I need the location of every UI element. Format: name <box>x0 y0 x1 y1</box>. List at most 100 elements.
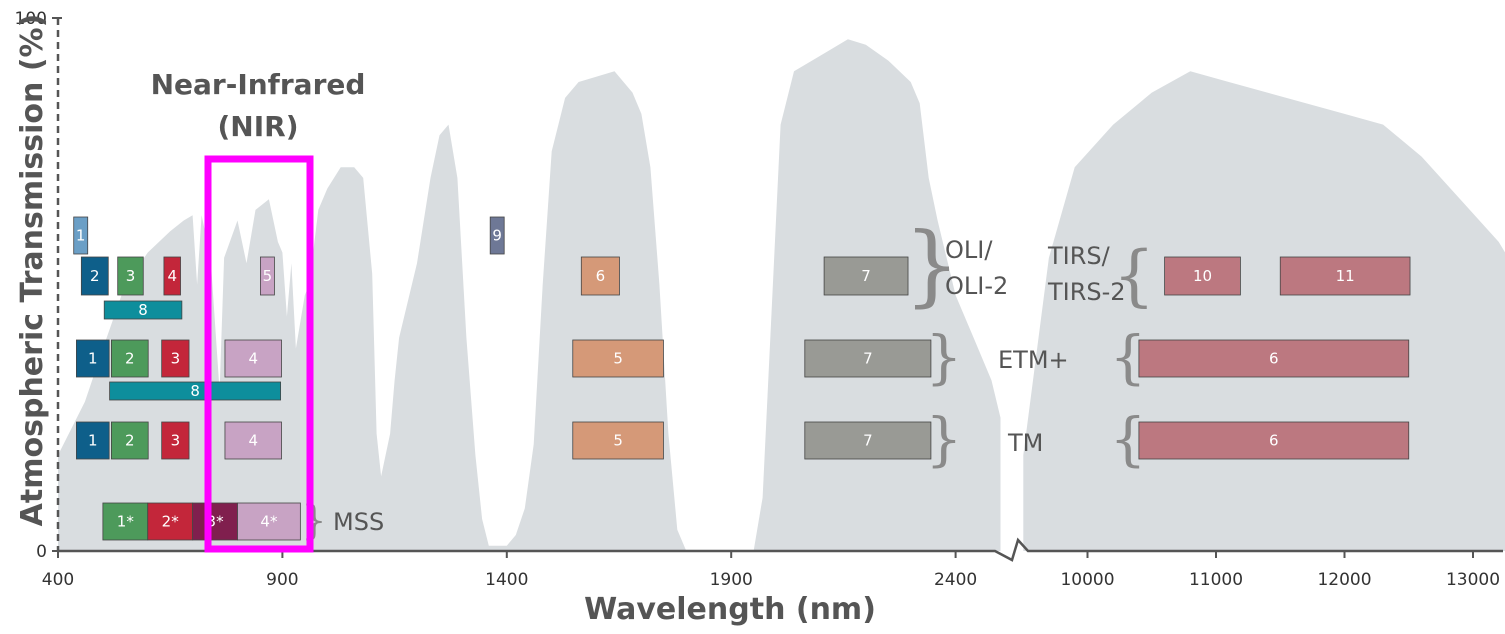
x-axis-title: Wavelength (nm) <box>584 592 876 627</box>
band-rect <box>192 502 238 541</box>
x-tick-label: 10000 <box>1060 570 1114 590</box>
tirs-tirs-2-band-11: 11 <box>1279 256 1411 296</box>
mss-brace: } <box>301 498 326 544</box>
tm-band-7: 7 <box>804 421 932 460</box>
x-tick-label: 1900 <box>710 570 753 590</box>
band-rect <box>103 300 183 320</box>
tirs-label: TIRS/ <box>1047 242 1111 270</box>
tm-brace: } <box>926 405 963 473</box>
band-rect <box>109 381 282 401</box>
tm-band-4: 4 <box>224 421 282 460</box>
etm-brace: } <box>926 323 963 391</box>
band-label: 11 <box>1336 267 1355 285</box>
band-label: 9 <box>492 227 502 245</box>
x-tick-label: 12000 <box>1317 570 1371 590</box>
band-label: 2 <box>90 267 100 285</box>
x-tick-label: 400 <box>42 570 74 590</box>
band-rect <box>572 421 664 460</box>
mss-band-4star: 4* <box>237 502 301 541</box>
band-rect <box>1138 339 1410 378</box>
tirs-brace: { <box>1113 237 1155 314</box>
axes: 100 0 400 900 1400 1900 2400 10000 11000 12000 130… <box>15 9 1503 590</box>
mss-band-2star: 2* <box>147 502 194 541</box>
oli-oli-2-band-8: 8 <box>103 300 183 320</box>
mss-label: MSS <box>333 508 384 536</box>
tm-thermal-brace: { <box>1110 405 1147 473</box>
oli-oli-2-band-7: 7 <box>823 256 909 296</box>
y-tick-label: 100 <box>15 9 47 29</box>
band-rect <box>804 339 932 378</box>
band-label: 1 <box>76 227 86 245</box>
band-rect <box>804 421 932 460</box>
x-tick-label: 900 <box>266 570 298 590</box>
x-tick-label: 1400 <box>485 570 528 590</box>
x-tick-label: 13000 <box>1446 570 1500 590</box>
etm-label: ETM+ <box>998 346 1069 374</box>
band-label: 3 <box>171 432 181 450</box>
mss-band-1star: 1* <box>102 502 149 541</box>
band-label: 8 <box>138 301 148 319</box>
band-rect <box>237 502 301 541</box>
etm-band-7: 7 <box>804 339 932 378</box>
mss-band-3star: 3* <box>192 502 238 541</box>
etm-band-4: 4 <box>224 339 282 378</box>
band-label: 6 <box>596 267 606 285</box>
band-rect <box>823 256 909 296</box>
band-rect <box>161 421 190 460</box>
band-rect <box>111 421 149 460</box>
band-label: 5 <box>613 432 623 450</box>
band-rect <box>76 339 110 378</box>
band-rect <box>224 339 282 378</box>
band-rect <box>76 421 110 460</box>
tm-band-2: 2 <box>111 421 149 460</box>
tirs-tirs-2-band-10: 10 <box>1164 256 1241 296</box>
band-rect <box>260 256 275 296</box>
etm-band-5: 5 <box>572 339 664 378</box>
oli-oli-2-band-4: 4 <box>163 256 181 296</box>
band-label: 7 <box>861 267 871 285</box>
band-rect <box>163 256 181 296</box>
etm-band-6: 6 <box>1138 339 1410 378</box>
transmission-area-visible-swir <box>58 39 1001 552</box>
band-label: 5 <box>613 350 623 368</box>
band-label: 1 <box>88 432 98 450</box>
tm-band-1: 1 <box>76 421 110 460</box>
band-label: 7 <box>863 432 873 450</box>
tm-band-5: 5 <box>572 421 664 460</box>
etm-band-2: 2 <box>111 339 149 378</box>
band-label: 4 <box>167 267 177 285</box>
band-label: 1* <box>117 513 135 531</box>
tm-label: TM <box>1007 429 1043 457</box>
band-rect <box>80 256 109 296</box>
oli-oli-2-band-3: 3 <box>117 256 144 296</box>
band-rect <box>224 421 282 460</box>
band-label: 4* <box>260 513 278 531</box>
nir-title-line1: Near-Infrared <box>151 68 366 101</box>
band-label: 3 <box>171 350 181 368</box>
band-label: 2* <box>162 513 180 531</box>
x-axis-line <box>58 537 1503 562</box>
etm-thermal-brace: { <box>1110 323 1147 391</box>
band-label: 4 <box>248 350 258 368</box>
nir-title-line2: (NIR) <box>217 110 298 143</box>
band-rect <box>1164 256 1241 296</box>
tm-band-6: 6 <box>1138 421 1410 460</box>
x-tick-label: 2400 <box>934 570 977 590</box>
oli-oli-2-band-6: 6 <box>580 256 620 296</box>
x-tick-label: 11000 <box>1189 570 1243 590</box>
band-rect <box>1138 421 1410 460</box>
band-rect <box>147 502 194 541</box>
band-rect <box>102 502 149 541</box>
band-rect <box>111 339 149 378</box>
oli-label: OLI-2 <box>945 272 1008 300</box>
band-label: 2 <box>125 350 135 368</box>
band-label: 6 <box>1269 432 1279 450</box>
band-rect <box>117 256 144 296</box>
oli-oli-2-band-9: 9 <box>489 216 505 255</box>
band-rect <box>161 339 190 378</box>
etm-band-3: 3 <box>161 339 190 378</box>
band-label: 1 <box>88 350 98 368</box>
